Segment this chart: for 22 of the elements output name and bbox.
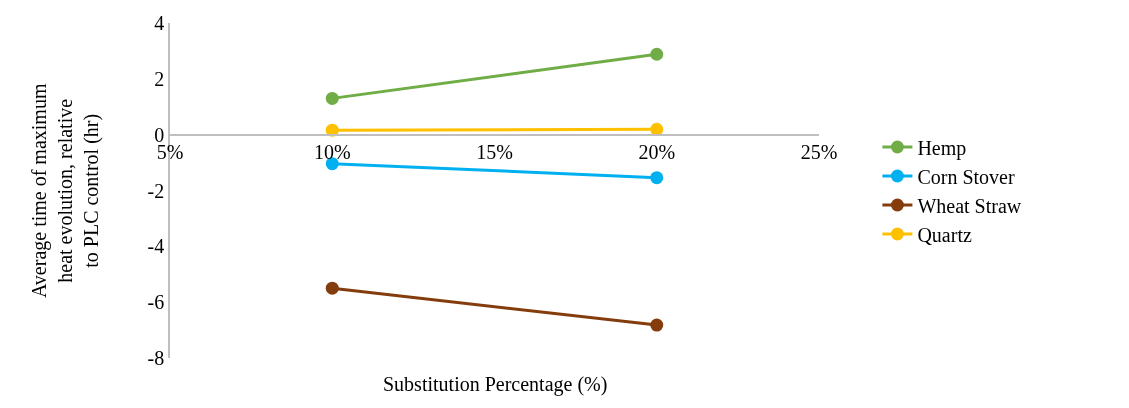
point — [650, 318, 664, 332]
legend-label: Corn Stover — [917, 165, 1015, 188]
x-axis-title: Substitution Percentage (%) — [383, 373, 608, 396]
legend-label: Quartz — [917, 223, 972, 246]
point — [650, 47, 664, 61]
y-axis-title: Average time of maximum heat evolution, relative to PLC control (hr) — [28, 83, 104, 299]
x-tick-label: 10% — [313, 141, 351, 164]
x-tick-label: 25% — [800, 141, 838, 164]
point — [325, 281, 339, 295]
y-tick-label: -8 — [147, 347, 165, 369]
y-tick-label: 2 — [154, 67, 165, 90]
x-tick-label: 15% — [476, 141, 513, 164]
x-tick-label: 20% — [638, 141, 676, 164]
point — [650, 122, 664, 136]
legend-label: Hemp — [917, 136, 967, 160]
y-tick-label: -2 — [147, 179, 165, 202]
point — [650, 171, 664, 185]
y-tick-label: -6 — [147, 291, 165, 314]
y-tick-label: -4 — [147, 235, 165, 258]
legend-label: Wheat Straw — [917, 194, 1022, 217]
y-tick-label: 4 — [154, 12, 165, 34]
point — [325, 91, 339, 105]
